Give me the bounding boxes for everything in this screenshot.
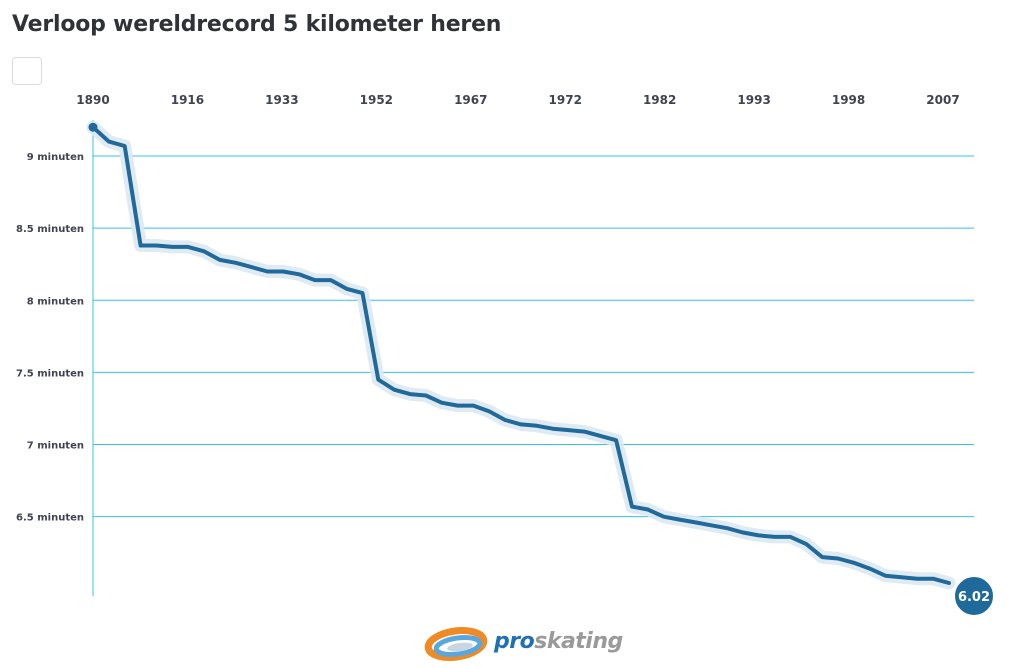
y-tick-label: 8.5 minuten: [16, 224, 84, 235]
x-tick-label: 1933: [265, 93, 298, 107]
x-tick-label: 1967: [454, 93, 487, 107]
x-tick-label: 2007: [926, 93, 959, 107]
start-point: [88, 122, 98, 132]
x-tick-label: 1952: [360, 93, 393, 107]
logo-text-pro: pro: [494, 629, 535, 654]
y-tick-label: 8 minuten: [27, 296, 84, 307]
series-line-halo: [86, 120, 956, 590]
y-tick-label: 9 minuten: [27, 152, 84, 163]
series-line: [91, 125, 951, 585]
x-tick-label: 1993: [737, 93, 770, 107]
chart-title: Verloop wereldrecord 5 kilometer heren: [12, 12, 502, 37]
x-tick-label: 1890: [76, 93, 109, 107]
y-tick-label: 7 minuten: [27, 441, 84, 452]
logo-text-skating: skating: [534, 629, 623, 654]
end-value-badge: [953, 575, 995, 617]
y-tick-label: 7.5 minuten: [16, 368, 84, 379]
chart-toggle-button[interactable]: [12, 57, 42, 85]
y-tick-label: 6.5 minuten: [16, 513, 84, 524]
logo-swirl-icon: [424, 627, 488, 661]
x-tick-label: 1916: [171, 93, 204, 107]
end-value-label: 6.02: [958, 590, 990, 605]
proskating-logo: proskating: [424, 624, 623, 664]
logo-wordmark: proskating: [494, 629, 623, 654]
x-tick-label: 1998: [832, 93, 865, 107]
x-tick-label: 1972: [549, 93, 582, 107]
x-tick-label: 1982: [643, 93, 676, 107]
